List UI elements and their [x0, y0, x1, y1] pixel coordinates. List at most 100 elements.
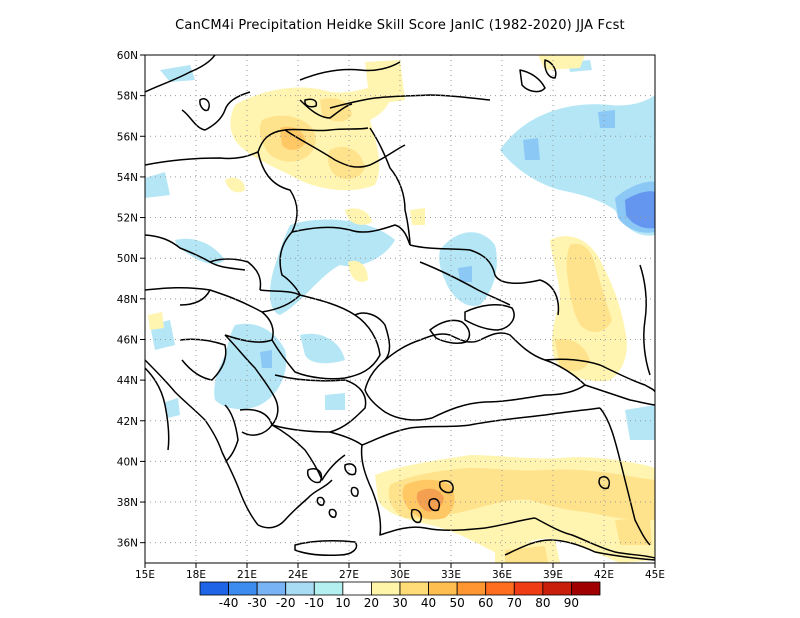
colorbar-swatch-8 [428, 581, 458, 596]
coastlines-borders [145, 55, 655, 561]
colorbar-label-6: 30 [392, 596, 407, 610]
island-saaremaa [304, 98, 318, 108]
field-blue20-nc [523, 138, 540, 160]
border-lith-belarus [284, 129, 406, 168]
colorbar-label-3: -10 [304, 596, 324, 610]
field-yellow-small1 [410, 208, 425, 225]
lon-tick-label-5: 30E [390, 569, 410, 581]
coast-turkey-south [534, 517, 655, 559]
colorbar-swatch-6 [371, 581, 401, 596]
field-yellow20-ru [566, 243, 612, 332]
lat-tick-label-11: 58N [117, 91, 138, 103]
lon-tick-label-6: 33E [441, 569, 461, 581]
border-macedonia [239, 408, 273, 436]
field-blue20-uk [458, 266, 472, 282]
colorbar-swatch-4 [313, 581, 344, 596]
lat-tick-label-9: 54N [117, 172, 138, 184]
field-blue-east [625, 405, 655, 440]
lake-onega [544, 59, 557, 79]
coast-estonia [329, 94, 491, 109]
border-syria [504, 539, 655, 561]
border-bosnia [179, 338, 227, 381]
field-blue-small-s [325, 393, 345, 410]
island-cyprus-edge [438, 480, 454, 494]
coast-crimea [429, 319, 471, 344]
colorbar-swatch-12 [542, 581, 572, 596]
coast-peloponnese [257, 479, 333, 529]
colorbar: -40 -30 -20 -10 10 20 30 40 50 60 70 80 90 [199, 581, 601, 610]
border-georgia [584, 384, 655, 406]
colorbar-swatch-5 [342, 581, 372, 596]
coast-azov [464, 304, 515, 331]
coast-black-sea [364, 332, 586, 421]
border-bulgaria [271, 374, 367, 433]
colorbar-swatch-1 [228, 581, 258, 596]
border-albania [224, 404, 239, 463]
border-greece-turkey [329, 431, 363, 446]
colorbar-label-11: 80 [535, 596, 550, 610]
coast-turkey-north [361, 407, 601, 446]
colorbar-swatch-13 [571, 581, 601, 596]
coast-caspian [639, 264, 651, 376]
island-chios [350, 486, 359, 497]
island-cyclades2 [328, 508, 337, 518]
field-yellow20-tr [388, 468, 655, 521]
field-blue20-bk [260, 350, 272, 368]
lat-tick-label-10: 56N [117, 131, 138, 143]
field-yellow-center [348, 260, 368, 282]
lat-tick-label-2: 40N [117, 456, 138, 468]
border-serbia [224, 334, 279, 426]
field-yellow-poland [345, 208, 372, 225]
field-blue-romania [300, 333, 345, 364]
map-title: CanCM4i Precipitation Heidke Skill Score… [175, 18, 625, 33]
field-blue-poland [175, 238, 225, 264]
colorbar-swatch-2 [256, 581, 287, 596]
island-lesbos [344, 463, 357, 476]
coast-aegean-turkey [360, 444, 536, 536]
lon-tick-label-8: 39E [543, 569, 563, 581]
coast-sweden [145, 55, 251, 131]
field-blue20-ne [598, 110, 615, 128]
border-caucasus [544, 358, 655, 393]
colorbar-label-4: 10 [335, 596, 350, 610]
lon-tick-label-10: 45E [645, 569, 665, 581]
lat-tick-label-4: 44N [117, 375, 138, 387]
lat-tick-label-1: 38N [117, 497, 138, 509]
lat-tick-label-12: 60N [117, 50, 138, 62]
field-blue-balkans [214, 323, 287, 410]
colorbar-label-0: -40 [219, 596, 239, 610]
island-crete [294, 540, 358, 556]
lat-tick-label-8: 52N [117, 213, 138, 225]
colorbar-label-12: 90 [564, 596, 579, 610]
colorbar-label-10: 70 [507, 596, 522, 610]
field-orange30-baltic [280, 126, 306, 150]
colorbar-label-2: -20 [276, 596, 296, 610]
island-rhodes [410, 508, 423, 524]
border-moldova [354, 312, 391, 361]
field-yellow-belarus [225, 177, 245, 193]
colorbar-label-8: 50 [450, 596, 465, 610]
coast-adriatic-east [145, 359, 223, 453]
lon-tick-label-4: 27E [339, 569, 359, 581]
coast-baltic-south [145, 127, 369, 166]
lat-tick-label-7: 50N [117, 253, 138, 265]
lake-tuz [428, 498, 441, 512]
field-blue-central [270, 219, 395, 315]
lon-tick-label-9: 42E [594, 569, 614, 581]
colorbar-label-5: 20 [364, 596, 379, 610]
border-poland-germany [145, 234, 246, 271]
lon-tick-label-2: 21E [237, 569, 257, 581]
border-ukraine-russia [409, 244, 560, 316]
colorbar-label-7: 40 [421, 596, 436, 610]
field-yellow20-e [615, 518, 652, 545]
lat-tick-label-5: 46N [117, 334, 138, 346]
island-evia [306, 468, 323, 484]
border-romania [271, 294, 381, 380]
border-belarus-russia [369, 127, 411, 246]
field-blue30-e [625, 191, 655, 229]
island-cyclades1 [316, 496, 325, 506]
field-yellow-north [538, 55, 585, 70]
colorbar-swatch-10 [485, 581, 515, 596]
colorbar-swatch-7 [399, 581, 429, 596]
